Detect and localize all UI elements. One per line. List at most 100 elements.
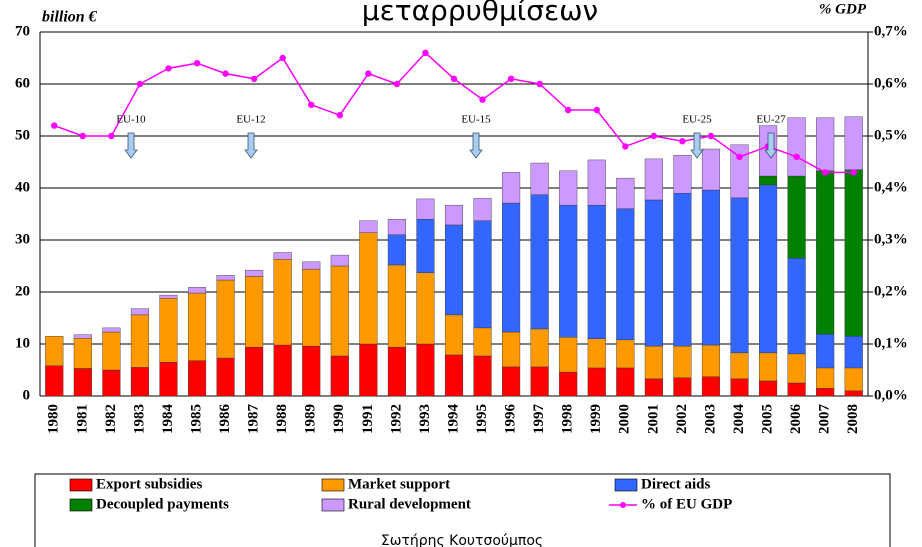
- line-marker: [536, 80, 543, 88]
- y2-tick-label: 0,6%: [874, 75, 908, 91]
- bar-segment: [730, 352, 749, 380]
- bar-segment: [759, 380, 778, 397]
- bar-segment: [444, 204, 464, 226]
- bar-segment: [159, 298, 178, 363]
- x-tick-label: 1987: [246, 404, 262, 435]
- y2-tick-label: 0,4%: [874, 179, 908, 195]
- bar-segment: [102, 327, 121, 333]
- bar-segment: [787, 175, 806, 259]
- legend-label: % of EU GDP: [641, 496, 732, 512]
- line-marker: [422, 49, 429, 56]
- x-tick-label: 2002: [674, 404, 690, 434]
- bar-segment: [530, 194, 549, 330]
- annotation: EU-10: [116, 114, 146, 126]
- annotation-arrow: [124, 132, 138, 159]
- bar-segment: [416, 218, 435, 273]
- bar-segment: [644, 378, 663, 397]
- x-tick-label: 1993: [417, 404, 433, 434]
- bar-segment: [359, 343, 378, 397]
- bar-segment: [73, 368, 92, 397]
- bar-segment: [330, 355, 349, 397]
- bar-segment: [502, 202, 521, 333]
- y-axis-label: billion €: [42, 9, 98, 26]
- x-tick-label: 2003: [702, 404, 718, 434]
- line-marker: [250, 75, 258, 83]
- x-tick-label: 2006: [788, 404, 804, 435]
- bar-segment: [787, 258, 806, 355]
- line-marker: [850, 169, 857, 176]
- line-marker: [308, 101, 315, 109]
- x-tick-label: 2008: [845, 404, 861, 434]
- line-marker: [279, 54, 286, 62]
- line-marker: [336, 112, 343, 119]
- bar-segment: [473, 198, 492, 221]
- annotation-arrow: [690, 132, 704, 159]
- bar-segment: [416, 343, 435, 397]
- bar-segment: [387, 218, 406, 235]
- legend-swatch: [69, 478, 93, 492]
- bar-segment: [216, 275, 235, 281]
- bar-segment: [730, 378, 749, 397]
- bar-segment: [530, 366, 549, 397]
- bar-segment: [759, 175, 778, 186]
- bar-segment: [616, 339, 635, 369]
- bar-segment: [587, 367, 606, 397]
- line-marker: [51, 122, 58, 129]
- bar-segment: [844, 116, 863, 171]
- bar-segment: [559, 204, 578, 338]
- legend-label: Direct aids: [641, 476, 710, 492]
- y-tick-label: 70: [15, 23, 30, 39]
- bar-segment: [502, 366, 521, 397]
- annotation-arrow: [469, 132, 483, 159]
- annotation: EU-12: [236, 114, 265, 126]
- bar-segment: [73, 334, 92, 339]
- bar-segment: [701, 189, 721, 346]
- legend-label: Decoupled payments: [96, 496, 229, 512]
- x-tick-label: 1990: [331, 404, 347, 434]
- x-tick-label: 1992: [388, 404, 404, 434]
- line-marker: [108, 132, 115, 140]
- annotation: EU-15: [461, 114, 491, 126]
- bar-segment: [530, 162, 549, 195]
- line-marker: [736, 153, 743, 160]
- bar-segment: [644, 158, 663, 201]
- x-tick-label: 2004: [731, 404, 747, 435]
- y2-tick-label: 0,7%: [874, 23, 908, 39]
- bar-segment: [102, 331, 121, 371]
- bar-segment: [159, 294, 178, 299]
- y-tick-label: 30: [15, 231, 30, 247]
- bar-segment: [616, 367, 635, 397]
- bar-segment: [502, 331, 521, 368]
- legend-label: Market support: [348, 476, 450, 492]
- y-tick-label: 60: [15, 75, 30, 91]
- annotation: EU-25: [682, 114, 712, 126]
- y2-tick-label: 0,1%: [874, 335, 908, 351]
- y2-axis-label: % GDP: [819, 1, 867, 17]
- chart-title: μεταρρυθμίσεων: [362, 0, 598, 27]
- bar-segment: [216, 357, 235, 397]
- bar-segment: [387, 264, 406, 348]
- x-tick-label: 1999: [588, 404, 604, 434]
- legend-swatch: [69, 498, 93, 512]
- x-tick-label: 1988: [274, 404, 290, 434]
- bar-segment: [473, 327, 492, 357]
- bar-segment: [444, 354, 464, 397]
- annotation: EU-27: [756, 114, 786, 126]
- line-marker: [650, 132, 658, 140]
- bar-segment: [130, 367, 149, 397]
- bar-segment: [102, 369, 121, 397]
- bar-segment: [130, 314, 149, 368]
- bar-segment: [816, 117, 835, 172]
- bar-segment: [701, 344, 721, 377]
- bar-segment: [559, 170, 578, 206]
- bar-segment: [387, 346, 406, 397]
- y-tick-label: 40: [15, 179, 30, 195]
- bar-segment: [444, 224, 464, 316]
- y2-tick-label: 0,0%: [874, 387, 908, 403]
- bar-segment: [330, 254, 349, 267]
- bar-segment: [587, 338, 606, 369]
- line-marker: [793, 153, 800, 160]
- bar-segment: [759, 184, 778, 354]
- bar-segment: [787, 353, 806, 384]
